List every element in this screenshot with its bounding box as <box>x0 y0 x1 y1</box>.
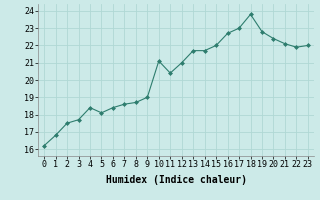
X-axis label: Humidex (Indice chaleur): Humidex (Indice chaleur) <box>106 175 246 185</box>
